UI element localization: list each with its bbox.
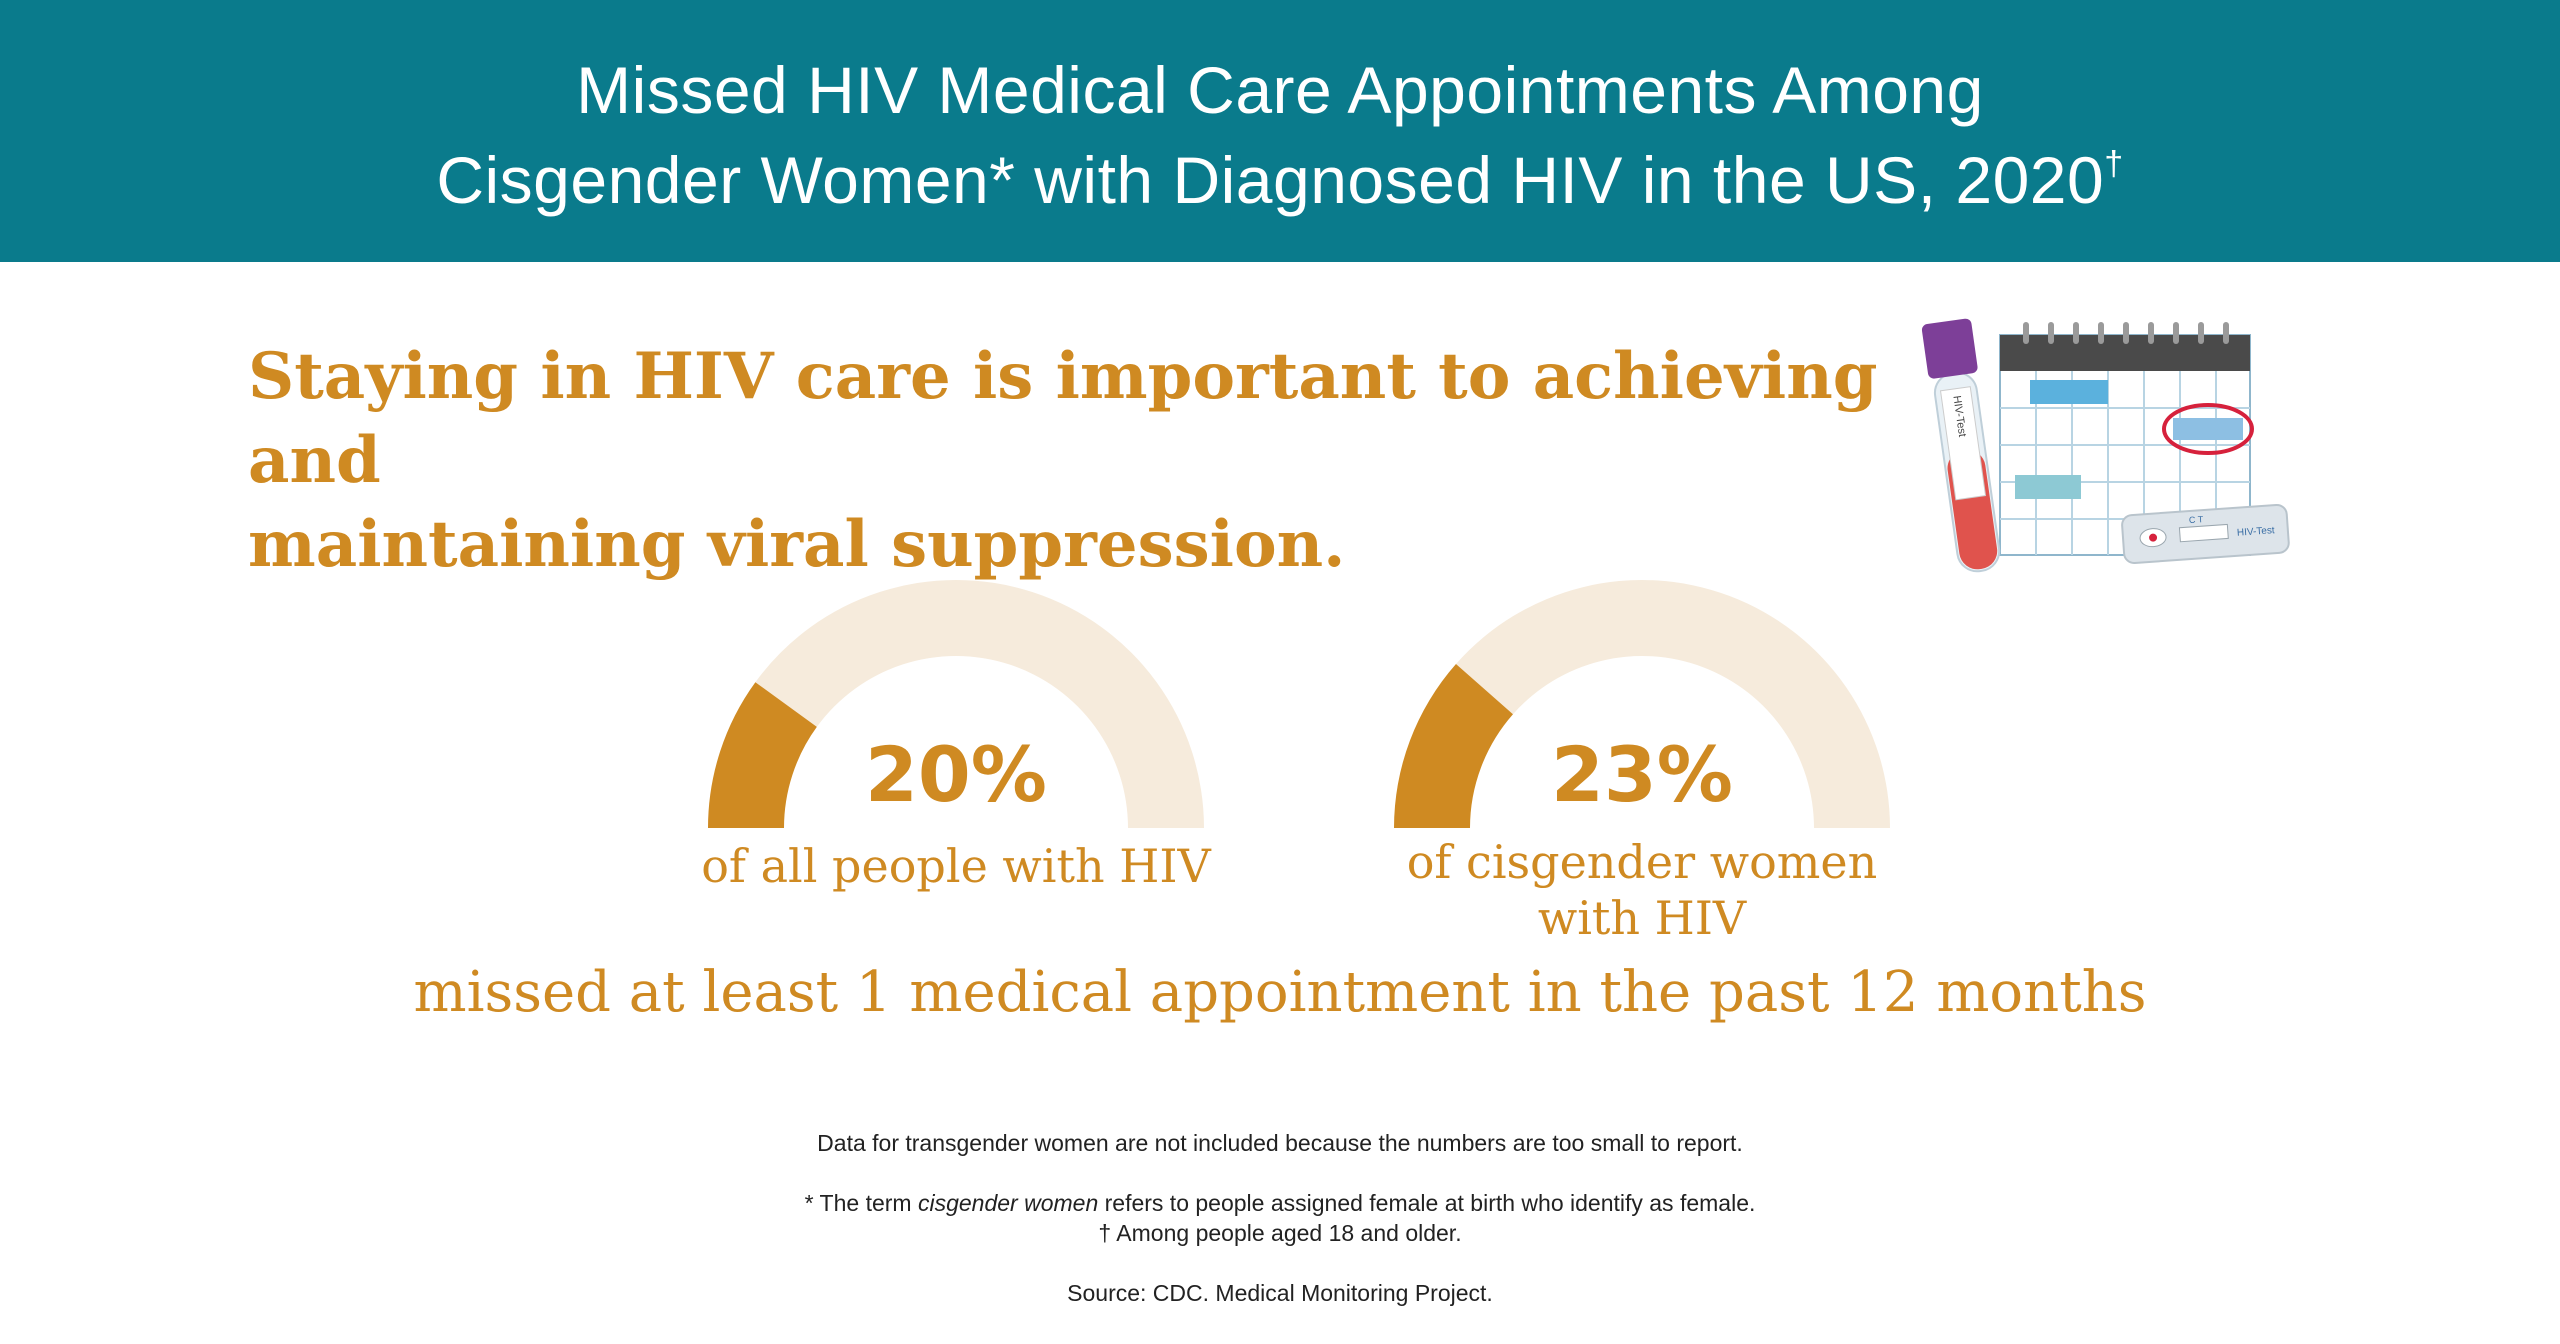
- calendar-icon: [1999, 322, 2254, 556]
- page-title-line2-text: Cisgender Women* with Diagnosed HIV in t…: [436, 143, 2105, 217]
- note-age: † Among people aged 18 and older.: [1098, 1220, 1462, 1246]
- stat-label-all-line1: of all people with HIV: [701, 839, 1211, 893]
- intro-statement: Staying in HIV care is important to achi…: [248, 335, 1908, 587]
- page-title-line2: Cisgender Women* with Diagnosed HIV in t…: [0, 140, 2560, 220]
- gauge-track: [755, 580, 1204, 828]
- svg-text:HIV-Test: HIV-Test: [1950, 395, 1968, 438]
- note-source: Source: CDC. Medical Monitoring Project.: [1067, 1280, 1493, 1306]
- stat-label-all: of all people with HIV: [656, 838, 1256, 894]
- note-cisgender-suffix: refers to people assigned female at birt…: [1098, 1190, 1756, 1216]
- note-cisgender-prefix: * The term: [804, 1190, 918, 1216]
- gauge-all-people: [708, 580, 1204, 828]
- svg-text:C T: C T: [2189, 514, 2204, 525]
- bottom-caption: missed at least 1 medical appointment in…: [413, 960, 2147, 1025]
- gauge-cisgender-women: [1394, 580, 1890, 828]
- note-cisgender: * The term cisgender women refers to peo…: [0, 1188, 2560, 1218]
- note-cisgender-term: cisgender women: [917, 1190, 1099, 1216]
- stat-value-cisgender: 23%: [1551, 730, 1733, 819]
- title-banner: Missed HIV Medical Care Appointments Amo…: [0, 0, 2560, 262]
- gauge-fill: [708, 682, 817, 828]
- stat-value-all: 20%: [865, 730, 1047, 819]
- blood-tube-icon: HIV-Test: [1921, 318, 2001, 573]
- gauge-fill: [1394, 663, 1513, 828]
- intro-line2: maintaining viral suppression.: [248, 507, 1346, 582]
- gauge-track: [1455, 580, 1890, 828]
- rapid-test-icon: C T HIV-Test: [2121, 503, 2290, 564]
- stat-label-cisgender-line1: of cisgender women: [1406, 835, 1878, 889]
- note-transgender: Data for transgender women are not inclu…: [817, 1130, 1743, 1156]
- page-title-line1: Missed HIV Medical Care Appointments Amo…: [576, 53, 1984, 127]
- intro-line1: Staying in HIV care is important to achi…: [248, 339, 1878, 498]
- hiv-test-illustration: HIV-Test C T HIV-Test: [1921, 318, 2290, 573]
- stat-label-cisgender: of cisgender women with HIV: [1342, 834, 1942, 946]
- svg-text:HIV-Test: HIV-Test: [2237, 525, 2276, 539]
- stat-label-cisgender-line2: with HIV: [1537, 891, 1747, 945]
- dagger-mark: †: [2104, 145, 2124, 183]
